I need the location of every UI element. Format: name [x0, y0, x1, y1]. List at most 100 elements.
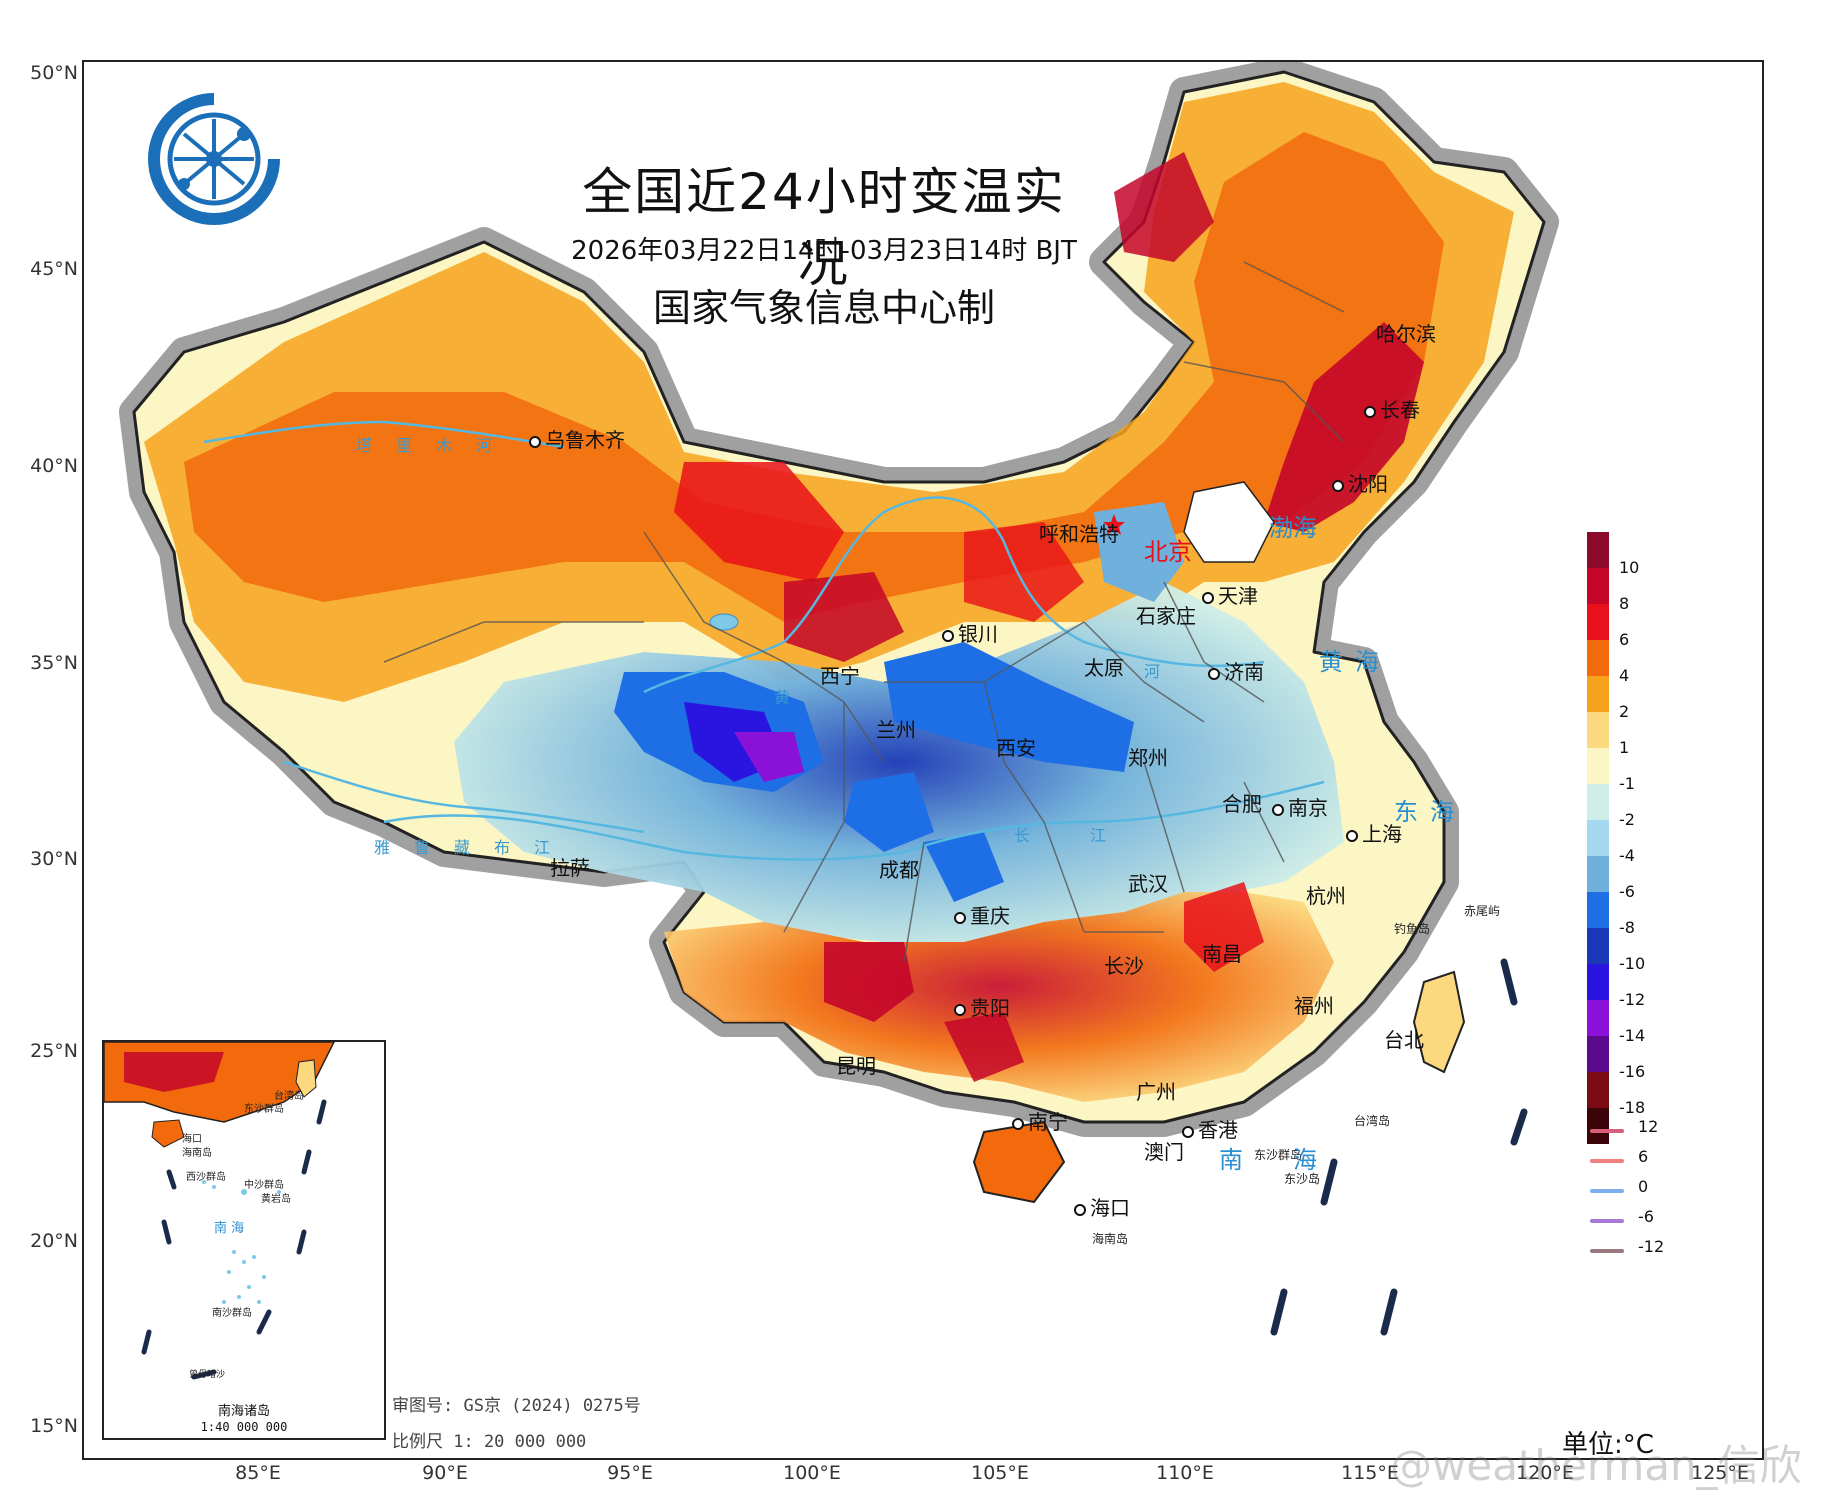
legend-swatch	[1587, 1108, 1609, 1144]
city-label: 武汉	[1128, 872, 1168, 896]
hainan-island	[972, 1120, 1066, 1204]
warm-core-guizhou	[824, 942, 914, 1022]
legend-swatch	[1587, 1000, 1609, 1036]
city-dot-icon	[1208, 667, 1220, 680]
lat-label-35: 35°N	[30, 652, 78, 674]
river-label-huanghe-1: 黄	[774, 688, 791, 707]
taiwan-island	[1412, 970, 1466, 1074]
inset-label-zhongsha: 中沙群岛	[244, 1180, 284, 1191]
city-label: 西安	[996, 736, 1036, 760]
sea-nanhai: 南海	[1219, 1146, 1367, 1174]
legend-swatch	[1587, 640, 1609, 676]
color-legend: 10 8 6 4 2 1 -1 -2 -4 -6 -8 -10 -12 -14 -16 -18	[1587, 532, 1707, 1152]
city-label: 天津	[1218, 584, 1258, 608]
river-label-yarlung: 雅鲁藏布江	[374, 838, 575, 857]
lat-label-40: 40°N	[30, 455, 78, 477]
city-label: 台北	[1384, 1028, 1424, 1052]
city-dot-icon	[1074, 1203, 1086, 1216]
legend-value: 2	[1619, 702, 1630, 721]
legend-value: -1	[1619, 774, 1635, 793]
city-label: 呼和浩特	[1039, 522, 1119, 546]
city-lhasa: 拉萨	[550, 852, 590, 881]
city-label: 南京	[1288, 796, 1328, 820]
line-legend-value: 0	[1638, 1177, 1649, 1196]
inset-label-huangyan: 黄岩岛	[261, 1194, 291, 1205]
inset-taiwan	[295, 1059, 317, 1098]
legend-swatch	[1587, 856, 1609, 892]
city-hangzhou: 杭州	[1306, 880, 1346, 909]
line-legend: 12 6 0 -6 -12	[1582, 1117, 1712, 1267]
legend-swatch	[1587, 964, 1609, 1000]
river-label-huanghe-2: 河	[1144, 662, 1161, 681]
inset-label-taiwan-island: 台湾岛	[274, 1091, 304, 1102]
inset-boundary-4	[256, 1309, 272, 1335]
inset-boundary-6	[141, 1329, 152, 1355]
legend-swatch	[1587, 1036, 1609, 1072]
legend-swatch	[1587, 1072, 1609, 1108]
inset-islands	[202, 1180, 281, 1304]
sea-huanghai: 黄海	[1319, 648, 1391, 676]
city-urumqi: 乌鲁木齐	[529, 424, 625, 453]
city-dot-icon	[954, 911, 966, 924]
inset-label-dongsha: 东沙群岛	[244, 1104, 284, 1115]
lon-label-120: 120°E	[1516, 1462, 1574, 1484]
lat-label-20: 20°N	[30, 1230, 78, 1252]
place-taiwan-island: 台湾岛	[1354, 1114, 1391, 1128]
map-review-number: 审图号: GS京 (2024) 0275号	[392, 1396, 641, 1416]
map-scale: 比例尺 1: 20 000 000	[392, 1432, 587, 1452]
legend-swatch	[1587, 676, 1609, 712]
legend-swatch	[1587, 604, 1609, 640]
city-hefei: 合肥	[1222, 788, 1262, 817]
place-dongsha: 东沙群岛	[1254, 1148, 1303, 1162]
city-tianjin: 天津	[1202, 580, 1258, 609]
map-frame: 全国近24小时变温实况 2026年03月22日14时-03月23日14时 BJT…	[82, 60, 1764, 1460]
line-legend-value: 12	[1638, 1117, 1659, 1136]
legend-value: -4	[1619, 846, 1635, 865]
river-yarlung	[283, 760, 645, 834]
legend-value: 6	[1619, 630, 1630, 649]
lon-label-85: 85°E	[235, 1462, 281, 1484]
warm-region-north-core	[184, 132, 1444, 622]
city-label: 西宁	[820, 664, 860, 688]
city-label: 哈尔滨	[1376, 322, 1436, 346]
lon-label-110: 110°E	[1156, 1462, 1214, 1484]
legend-swatch	[1587, 784, 1609, 820]
lon-label-105: 105°E	[971, 1462, 1029, 1484]
river-label-changjiang: 长江	[1014, 826, 1167, 845]
city-dot-icon	[1182, 1125, 1194, 1138]
legend-value: -18	[1619, 1098, 1646, 1117]
lat-label-25: 25°N	[30, 1040, 78, 1062]
inset-boundary-7	[161, 1219, 172, 1245]
cold-core-shaanxi	[884, 642, 1134, 772]
line-legend-value: 6	[1638, 1147, 1649, 1166]
cold-core-sichuan-purple	[734, 732, 804, 782]
city-lanzhou: 兰州	[876, 714, 916, 743]
inset-boundary-1	[316, 1099, 327, 1125]
city-xian: 西安	[996, 732, 1036, 761]
inset-label-zengmu: 曾母暗沙	[189, 1370, 226, 1380]
south-china-sea-inset: 台湾岛 东沙群岛 海口 海南岛 西沙群岛 中沙群岛 黄岩岛 南 海 南沙群岛 曾…	[102, 1040, 386, 1440]
city-chengdu: 成都	[879, 854, 919, 883]
city-guiyang: 贵阳	[954, 992, 1010, 1021]
lat-label-50: 50°N	[30, 62, 78, 84]
city-shanghai: 上海	[1346, 818, 1402, 847]
inset-hainan	[151, 1119, 185, 1148]
map-title: 全国近24小时变温实况	[582, 163, 1066, 293]
place-dongshadao: 东沙岛	[1284, 1172, 1321, 1186]
qinghai-lake	[709, 613, 739, 631]
lon-label-100: 100°E	[783, 1462, 841, 1484]
city-label: 兰州	[876, 718, 916, 742]
place-chiweiyu: 赤尾屿	[1464, 904, 1501, 918]
city-taipei: 台北	[1384, 1024, 1424, 1053]
city-label: 乌鲁木齐	[545, 428, 625, 452]
legend-value: -6	[1619, 882, 1635, 901]
cold-core-chongqing	[844, 772, 934, 852]
city-label: 重庆	[970, 904, 1010, 928]
inset-title: 南海诸岛	[217, 1404, 270, 1419]
line-legend-row: 6	[1582, 1147, 1712, 1177]
city-dot-icon	[1346, 829, 1358, 842]
inset-label-xisha: 西沙群岛	[186, 1172, 226, 1183]
line-legend-row: 12	[1582, 1117, 1712, 1147]
scs-boundary-segment-3	[1500, 958, 1518, 1006]
city-label: 香港	[1198, 1118, 1238, 1142]
